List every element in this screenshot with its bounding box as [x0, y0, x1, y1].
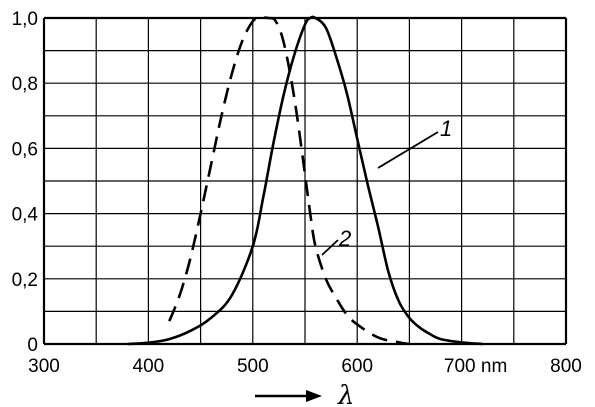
leader-line-1 [377, 131, 439, 169]
y-tick-label: 1,0 [12, 9, 38, 30]
x-axis-label: λ [255, 381, 354, 407]
x-axis-symbol: λ [337, 381, 354, 407]
x-tick-label: 700 nm [444, 356, 507, 377]
series-line-1 [127, 15, 483, 346]
curve-labels: 1 2 [321, 116, 452, 256]
x-tick-label: 300 [28, 356, 60, 377]
series-line-2 [168, 16, 410, 346]
x-tick-label: 800 [550, 356, 582, 377]
curves [127, 15, 483, 346]
y-tick-label: 0,6 [12, 139, 38, 160]
x-tick-label: 400 [133, 356, 165, 377]
leader-line-2 [321, 239, 339, 256]
axis-arrow-head [306, 390, 322, 402]
y-tick-label: 0,8 [12, 74, 38, 95]
y-tick-label: 0 [27, 335, 38, 356]
x-tick-label: 600 [341, 356, 373, 377]
y-tick-label: 0,2 [12, 270, 38, 291]
curve-label-1: 1 [440, 116, 452, 141]
tick-labels: 300 400 500 600 700 nm 800 0 0,2 0,4 0,6 0,8 1,0 [12, 9, 582, 377]
y-tick-label: 0,4 [12, 205, 39, 226]
x-tick-label: 500 [237, 356, 269, 377]
curve-label-2: 2 [338, 226, 351, 251]
